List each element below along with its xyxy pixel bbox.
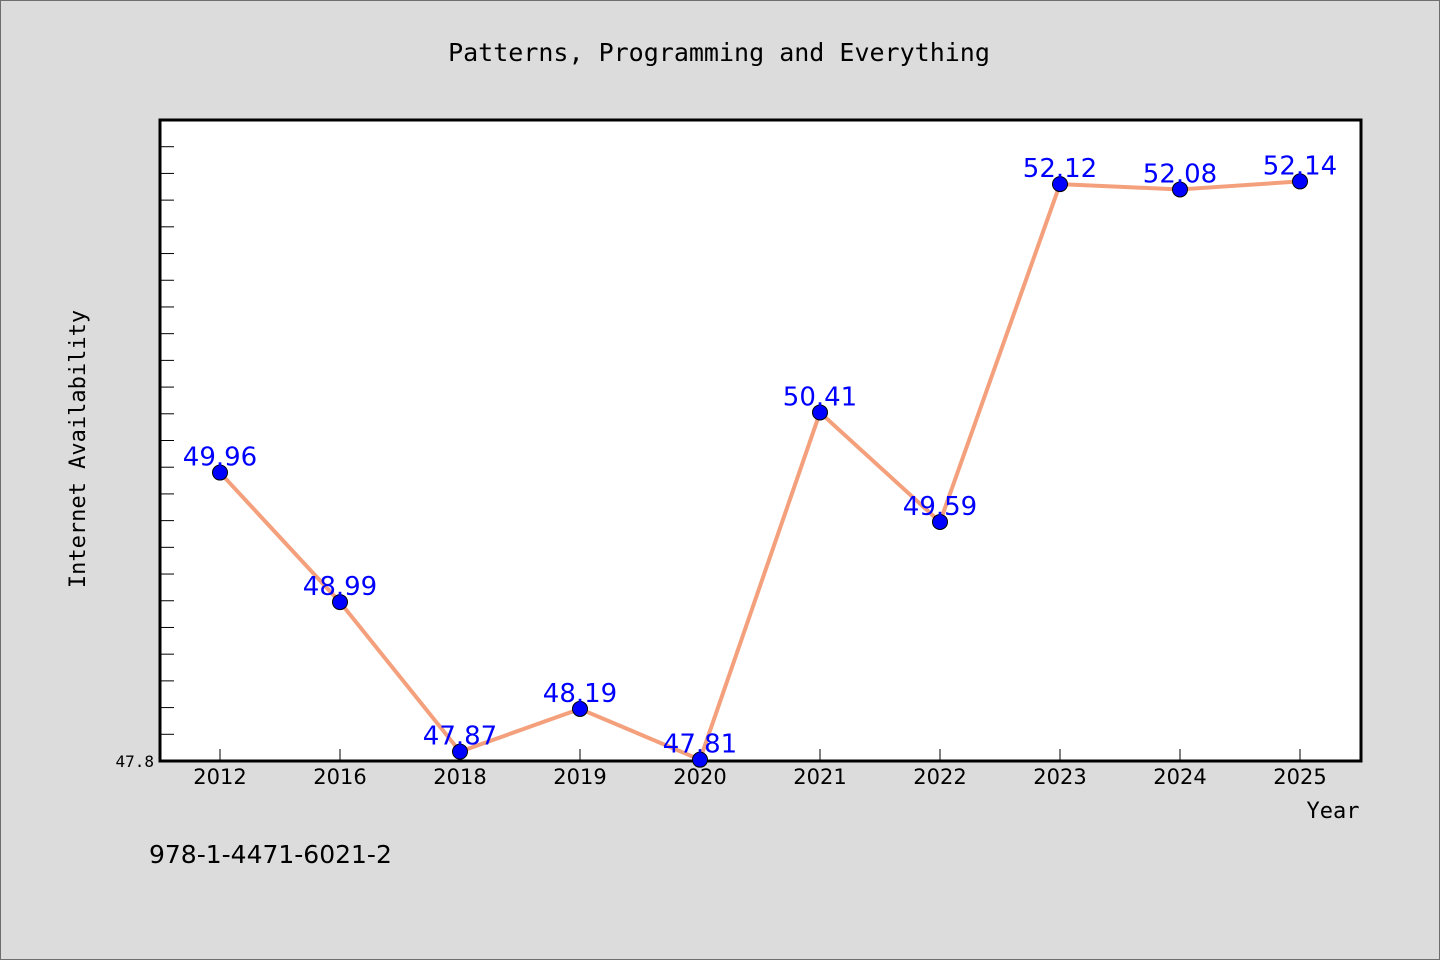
footer-isbn: 978-1-4471-6021-2: [149, 840, 392, 869]
data-point: [332, 594, 348, 611]
x-tick-label: 2025: [1273, 765, 1326, 789]
x-tick-label: 2024: [1153, 765, 1206, 789]
data-point: [812, 404, 828, 421]
series-line-group: [218, 179, 1301, 762]
data-point: [932, 513, 948, 530]
x-axis-label: Year: [1307, 799, 1360, 824]
y-tick-label: 47.8: [115, 752, 154, 771]
data-label: 52.12: [1023, 154, 1097, 184]
x-tick-label: 2018: [433, 765, 486, 789]
data-label: 52.08: [1143, 159, 1217, 189]
data-label: 52.14: [1263, 151, 1337, 181]
x-tick-label: 2012: [193, 765, 246, 789]
data-point: [1052, 176, 1068, 193]
data-point: [692, 751, 708, 768]
x-tick-label: 2021: [793, 765, 846, 789]
x-tick-label: 2019: [553, 765, 606, 789]
series-line: [218, 179, 1301, 762]
x-tick-label: 2016: [313, 765, 366, 789]
chart-title: Patterns, Programming and Everything: [448, 38, 990, 67]
data-label: 48.99: [303, 572, 377, 602]
data-point: [1292, 173, 1308, 190]
data-label: 47.81: [663, 730, 737, 760]
data-label: 50.41: [783, 382, 857, 412]
x-tick-labels: 2012 2016 2018 2019 2020 2021 2022 2023 2024 2025: [193, 765, 1326, 789]
data-point: [452, 743, 468, 760]
data-label: 48.19: [543, 679, 617, 709]
y-axis-ticks: [160, 146, 174, 762]
data-point: [212, 464, 228, 481]
series-markers: [212, 173, 1308, 768]
data-label: 49.59: [903, 492, 977, 522]
data-label: 47.87: [423, 722, 497, 752]
data-label: 49.96: [183, 443, 257, 473]
y-axis-label: Internet Availability: [66, 310, 91, 588]
data-point: [1172, 181, 1188, 198]
x-tick-label: 2023: [1033, 765, 1086, 789]
data-point: [572, 700, 588, 717]
data-labels: 49.96 48.99 47.87 48.19 47.81 50.41 49.59 52.12…: [183, 151, 1337, 759]
x-tick-label: 2020: [673, 765, 726, 789]
plot-area: [158, 118, 1363, 763]
x-tick-label: 2022: [913, 765, 966, 789]
